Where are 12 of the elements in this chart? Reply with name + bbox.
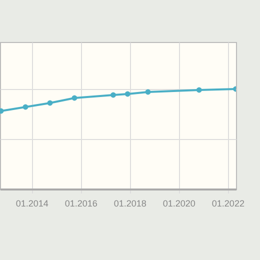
x-tick-label: 01.2020 (162, 198, 196, 208)
point (110, 92, 116, 98)
x-tick-label: 01.2014 (16, 198, 48, 208)
point (22, 104, 28, 110)
point (124, 91, 130, 97)
point (145, 89, 151, 95)
x-tick-label: 01.2018 (114, 198, 146, 208)
point (72, 95, 78, 101)
x-tick-label: 01.2016 (64, 198, 98, 208)
x-tick-label: 01.2022 (212, 198, 244, 208)
point (196, 87, 202, 93)
point (47, 100, 53, 106)
